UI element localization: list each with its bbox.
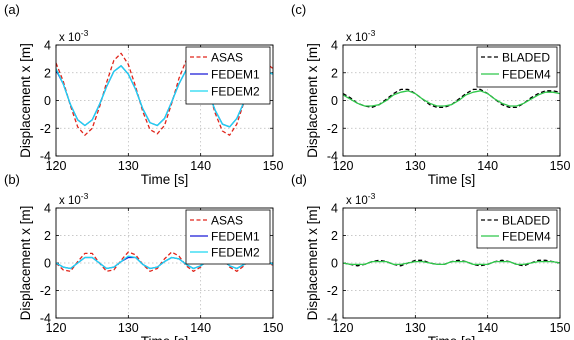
x-tick-label: 150: [263, 321, 284, 335]
series-line: [56, 65, 273, 128]
y-tick-label: 2: [331, 229, 338, 243]
x-tick-label: 140: [190, 159, 211, 173]
y-tick-label: 0: [44, 94, 51, 108]
y-tick-label: -4: [327, 312, 338, 326]
y-axis-label: Displacement x [m]: [305, 206, 320, 321]
y-axis-label: Displacement x [m]: [18, 206, 33, 321]
axes-frame: [55, 44, 274, 157]
y-tick-label: -2: [40, 284, 51, 298]
x-tick-label: 130: [405, 159, 426, 173]
x-axis-label: Time [s]: [141, 172, 189, 187]
y-axis-label: Displacement x [m]: [305, 43, 320, 158]
legend-label: FEDEM4: [502, 68, 551, 82]
x-tick-label: 120: [46, 321, 67, 335]
y-tick-label: 4: [331, 202, 338, 216]
y-axis-label: Displacement x [m]: [18, 43, 33, 158]
y-tick-label: 0: [44, 257, 51, 271]
series-line: [56, 52, 273, 136]
y-tick-label: 0: [331, 94, 338, 108]
axes-frame: [55, 207, 274, 319]
series-line: [56, 251, 273, 272]
panel-label: (d): [291, 172, 307, 187]
legend-label: ASAS: [211, 51, 243, 65]
x-axis-label: Time [s]: [428, 334, 476, 340]
legend-label: BLADED: [502, 214, 550, 228]
y-multiplier-label: x 10-3: [59, 28, 89, 44]
chart-panel: (c) 120 130 140 150 -4 -2 0 2 4 x 10-3 BLADED FEDEM4…: [291, 2, 570, 187]
x-tick-label: 120: [333, 159, 354, 173]
y-tick-label: -2: [327, 284, 338, 298]
legend-label: BLADED: [502, 51, 550, 65]
legend-box: [476, 209, 558, 249]
axes-frame: [342, 207, 561, 319]
y-tick-label: 2: [331, 66, 338, 80]
legend-box: [185, 209, 271, 265]
y-multiplier-label: x 10-3: [59, 191, 89, 207]
series-line: [343, 260, 560, 266]
legend-label: FEDEM2: [211, 85, 260, 99]
y-tick-label: -4: [40, 312, 51, 326]
y-tick-label: 2: [44, 66, 51, 80]
y-tick-label: 0: [331, 257, 338, 271]
y-multiplier-label: x 10-3: [346, 28, 376, 44]
y-tick-label: 4: [44, 202, 51, 216]
x-axis-label: Time [s]: [428, 172, 476, 187]
y-tick-label: -4: [40, 150, 51, 164]
legend-label: FEDEM2: [211, 246, 260, 260]
y-multiplier-label: x 10-3: [346, 191, 376, 207]
x-tick-label: 130: [118, 321, 139, 335]
x-axis-label: Time [s]: [141, 334, 189, 340]
y-tick-label: 4: [331, 39, 338, 53]
x-tick-label: 140: [477, 321, 498, 335]
x-tick-label: 140: [190, 321, 211, 335]
legend-label: FEDEM1: [211, 68, 260, 82]
x-tick-label: 120: [46, 159, 67, 173]
legend-label: FEDEM4: [502, 230, 551, 244]
y-tick-label: 2: [44, 229, 51, 243]
x-tick-label: 150: [263, 159, 284, 173]
y-tick-label: -2: [327, 122, 338, 136]
x-tick-label: 120: [333, 321, 354, 335]
x-tick-label: 140: [477, 159, 498, 173]
x-tick-label: 130: [405, 321, 426, 335]
chart-panel: (b) 120 130 140 150 -4 -2 0 2 4 x 10-3 ASAS FEDEM1 FE…: [4, 172, 283, 340]
panel-label: (c): [291, 2, 306, 17]
chart-panel: (d) 120 130 140 150 -4 -2 0 2 4 x 10-3 BLADED FEDEM4…: [291, 172, 570, 340]
y-tick-label: 4: [44, 39, 51, 53]
y-tick-label: -4: [327, 150, 338, 164]
axes-frame: [342, 44, 561, 157]
x-tick-label: 130: [118, 159, 139, 173]
y-tick-label: -2: [40, 122, 51, 136]
legend-label: ASAS: [211, 214, 243, 228]
legend-box: [476, 46, 558, 88]
series-line: [56, 255, 273, 270]
series-line: [343, 90, 560, 107]
chart-panel: (a) 120 130 140 150 -4 -2 0 2 4 x 10-3 ASAS FEDEM1 FE…: [4, 2, 283, 187]
panel-label: (a): [4, 2, 20, 17]
panel-label: (b): [4, 172, 20, 187]
legend-label: FEDEM1: [211, 230, 260, 244]
x-tick-label: 150: [550, 321, 571, 335]
x-tick-label: 150: [550, 159, 571, 173]
